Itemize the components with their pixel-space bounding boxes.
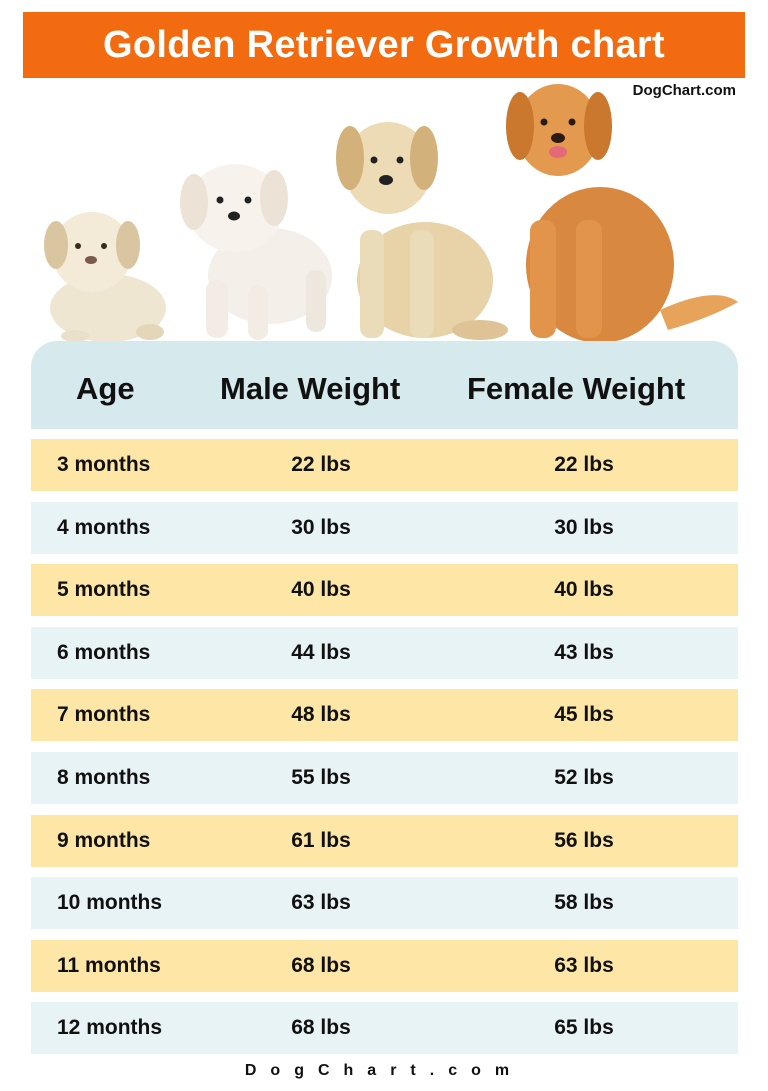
female-weight-cell: 65 lbs	[554, 1016, 614, 1039]
table-row: 12 months 68 lbs 65 lbs	[31, 1002, 738, 1054]
male-weight-cell: 30 lbs	[291, 516, 351, 539]
female-weight-cell: 63 lbs	[554, 954, 614, 977]
female-weight-cell: 43 lbs	[554, 641, 614, 664]
female-weight-cell: 45 lbs	[554, 703, 614, 726]
age-cell: 11 months	[57, 954, 161, 977]
age-cell: 3 months	[57, 453, 151, 476]
male-weight-cell: 55 lbs	[291, 766, 351, 789]
adult-golden-retriever-image	[506, 84, 738, 343]
male-weight-cell: 40 lbs	[291, 578, 351, 601]
table-row: 5 months 40 lbs 40 lbs	[31, 564, 738, 616]
age-cell: 8 months	[57, 766, 151, 789]
dog-illustrations	[44, 84, 738, 343]
female-weight-cell: 58 lbs	[554, 891, 614, 914]
female-weight-cell: 40 lbs	[554, 578, 614, 601]
table-row: 9 months 61 lbs 56 lbs	[31, 815, 738, 867]
male-weight-cell: 63 lbs	[291, 891, 351, 914]
puppy-3-months-image	[44, 212, 166, 342]
male-weight-cell: 61 lbs	[291, 829, 351, 852]
table-row: 3 months 22 lbs 22 lbs	[31, 439, 738, 491]
page-title: Golden Retriever Growth chart	[103, 23, 665, 66]
age-cell: 5 months	[57, 578, 151, 601]
male-weight-cell: 68 lbs	[291, 954, 351, 977]
table-row: 6 months 44 lbs 43 lbs	[31, 627, 738, 679]
table-row: 7 months 48 lbs 45 lbs	[31, 689, 738, 741]
male-weight-cell: 44 lbs	[291, 641, 351, 664]
table-row: 8 months 55 lbs 52 lbs	[31, 752, 738, 804]
title-banner: Golden Retriever Growth chart	[23, 12, 745, 78]
female-weight-cell: 52 lbs	[554, 766, 614, 789]
brand-watermark: DogChart.com	[632, 82, 736, 99]
puppy-white-image	[180, 164, 332, 340]
puppy-young-golden-image	[336, 122, 508, 340]
female-weight-cell: 22 lbs	[554, 453, 614, 476]
footer-brand: DogChart.com	[244, 1062, 524, 1079]
female-weight-cell: 30 lbs	[554, 516, 614, 539]
table-row: 11 months 68 lbs 63 lbs	[31, 940, 738, 992]
table-row: 10 months 63 lbs 58 lbs	[31, 877, 738, 929]
male-weight-cell: 68 lbs	[291, 1016, 351, 1039]
female-weight-cell: 56 lbs	[554, 829, 614, 852]
age-cell: 6 months	[57, 641, 151, 664]
age-cell: 7 months	[57, 703, 151, 726]
age-cell: 12 months	[57, 1016, 163, 1039]
table-header: Age Male Weight Female Weight	[31, 341, 738, 429]
column-header-male-weight: Male Weight	[220, 371, 401, 406]
column-header-female-weight: Female Weight	[467, 371, 686, 406]
male-weight-cell: 48 lbs	[291, 703, 351, 726]
age-cell: 10 months	[57, 891, 163, 914]
age-cell: 4 months	[57, 516, 151, 539]
age-cell: 9 months	[57, 829, 151, 852]
male-weight-cell: 22 lbs	[291, 453, 351, 476]
table-row: 4 months 30 lbs 30 lbs	[31, 502, 738, 554]
column-header-age: Age	[76, 371, 135, 406]
